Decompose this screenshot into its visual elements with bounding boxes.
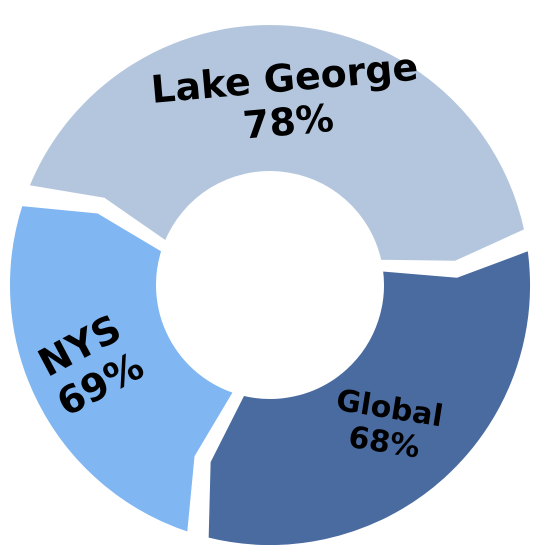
segment-nys bbox=[6, 201, 239, 537]
segment-lake-george bbox=[24, 21, 529, 265]
segment-global bbox=[204, 245, 534, 545]
segment-value: 78% bbox=[241, 96, 335, 148]
chart-segments bbox=[6, 21, 534, 545]
